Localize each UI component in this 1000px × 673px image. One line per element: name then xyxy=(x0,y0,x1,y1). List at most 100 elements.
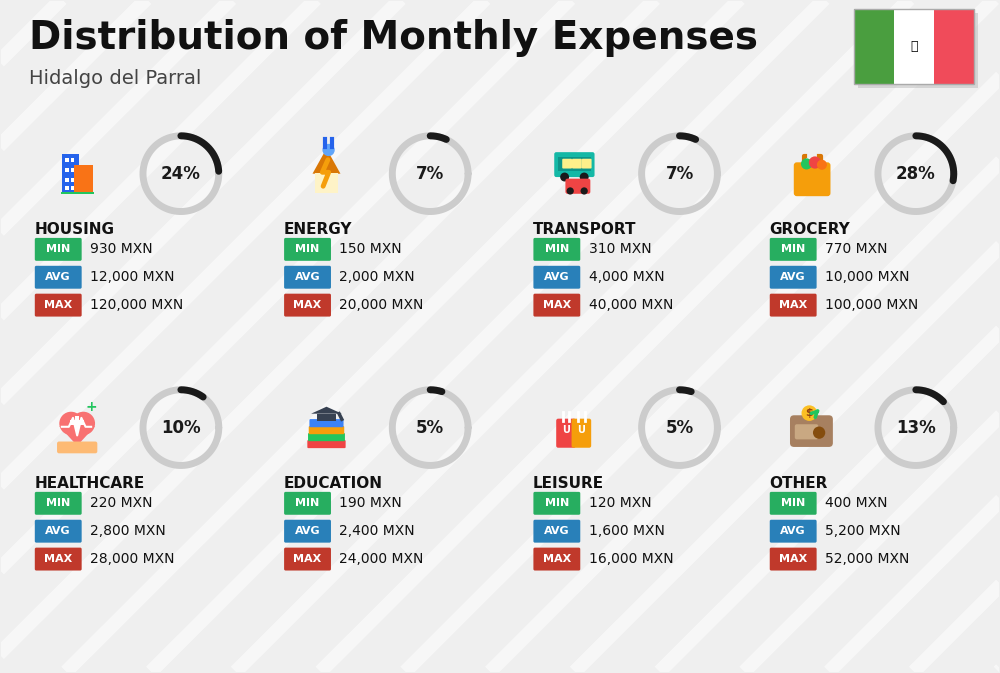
FancyBboxPatch shape xyxy=(65,168,69,172)
Circle shape xyxy=(59,412,83,435)
Text: MAX: MAX xyxy=(779,300,807,310)
Text: MAX: MAX xyxy=(293,554,322,564)
FancyBboxPatch shape xyxy=(35,520,82,542)
FancyBboxPatch shape xyxy=(794,162,830,197)
FancyBboxPatch shape xyxy=(556,419,576,448)
Text: 28,000 MXN: 28,000 MXN xyxy=(90,552,175,566)
FancyBboxPatch shape xyxy=(65,158,69,162)
FancyBboxPatch shape xyxy=(35,492,82,515)
Text: MIN: MIN xyxy=(545,244,569,254)
FancyBboxPatch shape xyxy=(65,178,69,182)
Text: 10,000 MXN: 10,000 MXN xyxy=(825,271,910,284)
FancyBboxPatch shape xyxy=(858,13,978,88)
Text: 10%: 10% xyxy=(161,419,201,437)
FancyBboxPatch shape xyxy=(284,266,331,289)
FancyBboxPatch shape xyxy=(62,154,79,193)
Text: AVG: AVG xyxy=(544,273,570,282)
FancyBboxPatch shape xyxy=(308,433,345,441)
FancyBboxPatch shape xyxy=(71,178,74,182)
Text: MIN: MIN xyxy=(781,244,805,254)
FancyBboxPatch shape xyxy=(770,238,817,261)
Text: TRANSPORT: TRANSPORT xyxy=(533,223,636,238)
Polygon shape xyxy=(59,426,95,446)
FancyBboxPatch shape xyxy=(309,426,344,434)
Text: AVG: AVG xyxy=(45,526,71,536)
Text: AVG: AVG xyxy=(544,526,570,536)
FancyBboxPatch shape xyxy=(533,293,580,316)
FancyBboxPatch shape xyxy=(70,421,84,425)
Text: 2,400 MXN: 2,400 MXN xyxy=(339,524,415,538)
Text: MIN: MIN xyxy=(46,498,70,508)
FancyBboxPatch shape xyxy=(795,424,818,439)
Text: AVG: AVG xyxy=(780,273,806,282)
Text: OTHER: OTHER xyxy=(769,476,828,491)
FancyBboxPatch shape xyxy=(790,415,833,447)
Text: U: U xyxy=(562,425,570,435)
FancyBboxPatch shape xyxy=(71,158,74,162)
FancyBboxPatch shape xyxy=(309,419,344,427)
FancyBboxPatch shape xyxy=(582,159,592,168)
Text: MAX: MAX xyxy=(44,300,72,310)
FancyBboxPatch shape xyxy=(284,238,331,261)
FancyBboxPatch shape xyxy=(554,152,595,177)
FancyBboxPatch shape xyxy=(35,238,82,261)
FancyBboxPatch shape xyxy=(558,157,591,171)
FancyBboxPatch shape xyxy=(284,492,331,515)
Text: MAX: MAX xyxy=(779,554,807,564)
Text: AVG: AVG xyxy=(295,273,320,282)
Text: 190 MXN: 190 MXN xyxy=(339,496,402,510)
FancyBboxPatch shape xyxy=(533,548,580,571)
FancyBboxPatch shape xyxy=(71,168,74,172)
FancyBboxPatch shape xyxy=(770,548,817,571)
FancyBboxPatch shape xyxy=(934,9,974,84)
Text: 5%: 5% xyxy=(665,419,694,437)
Text: 2,800 MXN: 2,800 MXN xyxy=(90,524,166,538)
Text: AVG: AVG xyxy=(45,273,71,282)
Circle shape xyxy=(817,160,827,170)
Text: MIN: MIN xyxy=(781,498,805,508)
FancyBboxPatch shape xyxy=(770,293,817,316)
Circle shape xyxy=(802,405,817,421)
Text: MIN: MIN xyxy=(545,498,569,508)
FancyBboxPatch shape xyxy=(894,9,934,84)
FancyBboxPatch shape xyxy=(533,520,580,542)
Text: 120,000 MXN: 120,000 MXN xyxy=(90,298,183,312)
Text: Hidalgo del Parral: Hidalgo del Parral xyxy=(29,69,202,88)
FancyBboxPatch shape xyxy=(35,548,82,571)
Text: AVG: AVG xyxy=(780,526,806,536)
FancyBboxPatch shape xyxy=(317,414,336,421)
Text: MIN: MIN xyxy=(295,498,320,508)
Text: 7%: 7% xyxy=(665,165,694,182)
Text: 400 MXN: 400 MXN xyxy=(825,496,888,510)
Text: 7%: 7% xyxy=(416,165,444,182)
Text: +: + xyxy=(85,400,97,414)
FancyBboxPatch shape xyxy=(61,192,94,194)
Text: 28%: 28% xyxy=(896,165,936,182)
FancyBboxPatch shape xyxy=(315,173,338,193)
Text: 24,000 MXN: 24,000 MXN xyxy=(339,552,424,566)
FancyBboxPatch shape xyxy=(65,186,69,190)
FancyBboxPatch shape xyxy=(562,159,572,168)
Text: MAX: MAX xyxy=(44,554,72,564)
Circle shape xyxy=(801,158,812,170)
Text: 🦅: 🦅 xyxy=(910,40,918,53)
Text: 100,000 MXN: 100,000 MXN xyxy=(825,298,918,312)
FancyBboxPatch shape xyxy=(565,178,590,194)
Circle shape xyxy=(580,172,589,182)
Text: GROCERY: GROCERY xyxy=(769,223,850,238)
FancyBboxPatch shape xyxy=(854,9,894,84)
Text: 20,000 MXN: 20,000 MXN xyxy=(339,298,424,312)
FancyBboxPatch shape xyxy=(770,520,817,542)
FancyBboxPatch shape xyxy=(71,186,74,190)
Text: MAX: MAX xyxy=(293,300,322,310)
Text: 12,000 MXN: 12,000 MXN xyxy=(90,271,175,284)
Circle shape xyxy=(813,427,825,439)
Text: 16,000 MXN: 16,000 MXN xyxy=(589,552,673,566)
Text: U: U xyxy=(577,425,585,435)
FancyBboxPatch shape xyxy=(57,441,97,454)
Text: $: $ xyxy=(805,408,813,418)
Text: 770 MXN: 770 MXN xyxy=(825,242,888,256)
FancyBboxPatch shape xyxy=(284,520,331,542)
Circle shape xyxy=(809,156,821,169)
Circle shape xyxy=(581,187,588,194)
